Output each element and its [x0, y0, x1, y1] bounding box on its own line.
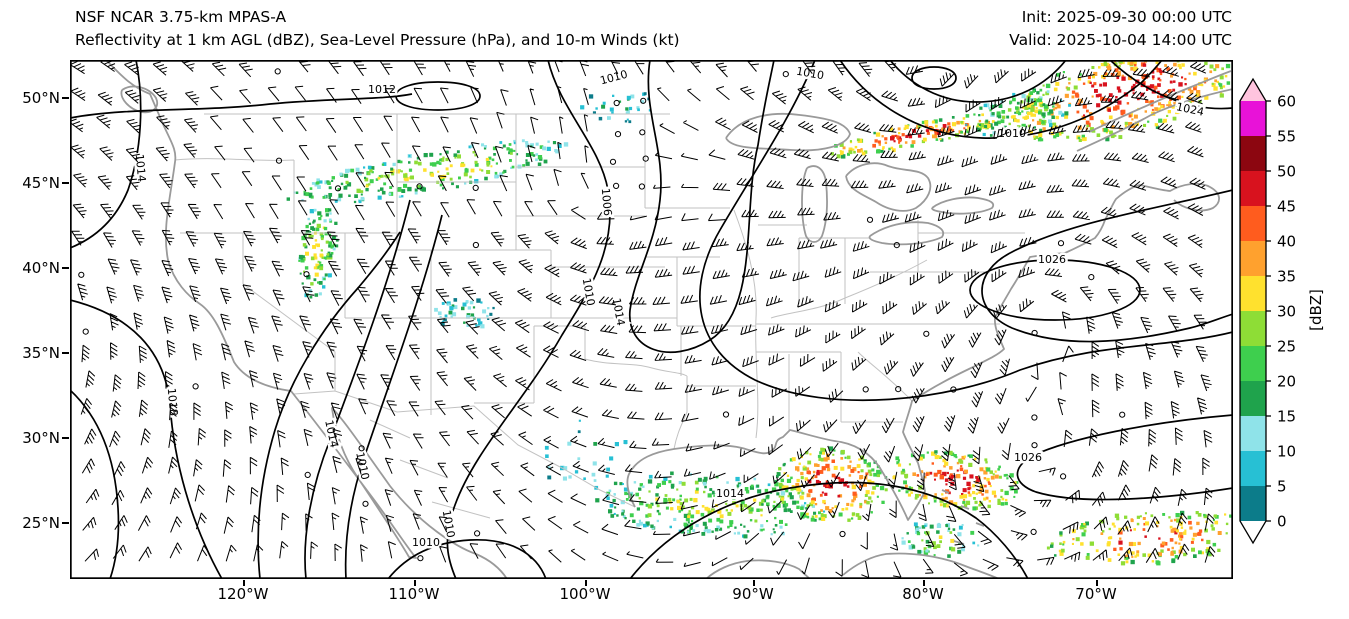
contour-label: 1026 — [1038, 253, 1066, 266]
colorbar-segment — [1240, 311, 1266, 346]
colorbar-segment — [1240, 381, 1266, 416]
colorbar-tick-label: 55 — [1277, 128, 1296, 146]
colorbar-segment — [1240, 416, 1266, 451]
lon-label-90w: 90°W — [732, 585, 774, 603]
colorbar-segment — [1240, 136, 1266, 171]
contour-label: 1006 — [599, 187, 614, 216]
colorbar-tick-label: 0 — [1277, 513, 1287, 531]
contour-label: 1018 — [165, 387, 180, 416]
colorbar-segment — [1240, 101, 1266, 136]
colorbar-segment — [1240, 171, 1266, 206]
lon-label-100w: 100°W — [559, 585, 611, 603]
map-frame: 1012 1010 1010 1010 1024 1014 1006 1010 1014 1026… — [70, 60, 1233, 579]
lat-label-45n: 45°N — [22, 174, 60, 192]
colorbar-tick-label: 30 — [1277, 303, 1296, 321]
colorbar-tick-label: 15 — [1277, 408, 1296, 426]
colorbar-tick-label: 20 — [1277, 373, 1296, 391]
lat-label-50n: 50°N — [22, 89, 60, 107]
contour-label: 1012 — [368, 83, 396, 96]
great-lakes — [725, 112, 995, 246]
colorbar-tick-label: 45 — [1277, 198, 1296, 216]
colorbar-tick-label: 60 — [1277, 93, 1296, 111]
lat-tick — [62, 352, 69, 354]
map-border — [70, 60, 1233, 579]
lon-label-70w: 70°W — [1075, 585, 1117, 603]
lon-tick — [414, 580, 416, 586]
colorbar-segment — [1240, 346, 1266, 381]
lat-label-35n: 35°N — [22, 344, 60, 362]
lon-label-80w: 80°W — [902, 585, 944, 603]
contour-label: 1010 — [998, 127, 1026, 140]
lon-label-110w: 110°W — [388, 585, 440, 603]
lon-tick — [1096, 580, 1098, 586]
wind-barbs — [70, 60, 1216, 579]
pressure-contours — [70, 60, 1233, 579]
colorbar-segment — [1240, 241, 1266, 276]
lon-tick — [753, 580, 755, 586]
init-time: Init: 2025-09-30 00:00 UTC — [1021, 8, 1232, 26]
coastlines — [105, 60, 1233, 579]
colorbar-tick-label: 40 — [1277, 233, 1296, 251]
lon-tick — [585, 580, 587, 586]
colorbar-segment — [1240, 206, 1266, 241]
contour-label: 1014 — [133, 153, 148, 182]
lon-tick — [243, 580, 245, 586]
colorbar-segment — [1240, 276, 1266, 311]
contour-label: 1010 — [795, 65, 825, 83]
plot-fields-subtitle: Reflectivity at 1 km AGL (dBZ), Sea-Leve… — [75, 31, 680, 49]
lat-tick — [62, 522, 69, 524]
lon-label-120w: 120°W — [217, 585, 269, 603]
lat-label-25n: 25°N — [22, 514, 60, 532]
colorbar-tick-label: 10 — [1277, 443, 1296, 461]
colorbar-tick-label: 35 — [1277, 268, 1296, 286]
colorbar-segment — [1240, 486, 1266, 521]
lat-label-40n: 40°N — [22, 259, 60, 277]
geography-layer — [105, 60, 1233, 579]
contour-label: 1026 — [1014, 451, 1042, 464]
model-title: NSF NCAR 3.75-km MPAS-A — [75, 8, 287, 26]
contour-label: 1014 — [610, 297, 628, 327]
lat-tick — [62, 97, 69, 99]
lat-tick — [62, 267, 69, 269]
contour-label: 1010 — [412, 536, 440, 549]
colorbar-units-label: [dBZ] — [1307, 289, 1325, 331]
valid-time: Valid: 2025-10-04 14:00 UTC — [1009, 31, 1232, 49]
colorbar-tick-label: 25 — [1277, 338, 1296, 356]
lat-tick — [62, 437, 69, 439]
colorbar-segment — [1240, 451, 1266, 486]
colorbar-tick-label: 50 — [1277, 163, 1296, 181]
contour-label: 1010 — [599, 68, 629, 88]
colorbar-tick-label: 5 — [1277, 478, 1287, 496]
lat-tick — [62, 182, 69, 184]
reflectivity-layer — [286, 60, 1233, 566]
lon-tick — [923, 580, 925, 586]
contour-label: 1014 — [716, 487, 744, 500]
lat-label-30n: 30°N — [22, 429, 60, 447]
